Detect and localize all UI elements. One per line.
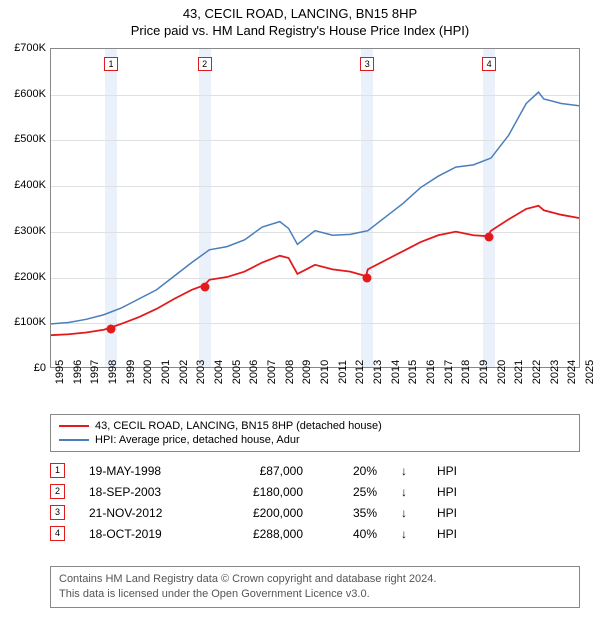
row-price: £180,000 (223, 485, 303, 499)
row-date: 18-OCT-2019 (89, 527, 199, 541)
x-tick-label: 2020 (496, 360, 508, 384)
x-tick-label: 2001 (160, 360, 172, 384)
x-tick-label: 2009 (301, 360, 313, 384)
chart-svg (51, 49, 579, 367)
x-tick-label: 1995 (54, 360, 66, 384)
y-tick-label: £500K (14, 133, 46, 145)
x-tick-label: 1999 (125, 360, 137, 384)
row-number-box: 3 (50, 505, 65, 520)
row-number-box: 4 (50, 526, 65, 541)
x-tick-label: 2017 (443, 360, 455, 384)
row-price: £200,000 (223, 506, 303, 520)
title-block: 43, CECIL ROAD, LANCING, BN15 8HP Price … (0, 0, 600, 40)
title-line-2: Price paid vs. HM Land Registry's House … (0, 23, 600, 40)
down-arrow-icon: ↓ (401, 485, 413, 499)
row-price: £87,000 (223, 464, 303, 478)
y-tick-label: £200K (14, 271, 46, 283)
sales-table: 1 19-MAY-1998 £87,000 20% ↓ HPI 2 18-SEP-2003 £1… (50, 460, 457, 544)
row-date: 19-MAY-1998 (89, 464, 199, 478)
row-price: £288,000 (223, 527, 303, 541)
row-date: 18-SEP-2003 (89, 485, 199, 499)
row-number-box: 1 (50, 463, 65, 478)
down-arrow-icon: ↓ (401, 464, 413, 478)
row-pct: 40% (327, 527, 377, 541)
legend: 43, CECIL ROAD, LANCING, BN15 8HP (detac… (50, 414, 580, 452)
y-tick-label: £400K (14, 179, 46, 191)
x-tick-label: 1998 (107, 360, 119, 384)
chart-container: 43, CECIL ROAD, LANCING, BN15 8HP Price … (0, 0, 600, 620)
x-tick-label: 2011 (337, 360, 349, 384)
row-number-box: 2 (50, 484, 65, 499)
row-pct: 35% (327, 506, 377, 520)
sales-row: 4 18-OCT-2019 £288,000 40% ↓ HPI (50, 523, 457, 544)
x-tick-label: 2021 (513, 360, 525, 384)
x-tick-label: 1997 (89, 360, 101, 384)
series-line (51, 92, 579, 324)
y-tick-label: £600K (14, 88, 46, 100)
row-hpi-label: HPI (437, 527, 457, 541)
down-arrow-icon: ↓ (401, 506, 413, 520)
x-tick-label: 2008 (284, 360, 296, 384)
legend-item: 43, CECIL ROAD, LANCING, BN15 8HP (detac… (59, 419, 571, 433)
x-tick-label: 2013 (372, 360, 384, 384)
legend-label: 43, CECIL ROAD, LANCING, BN15 8HP (detac… (95, 420, 382, 432)
x-tick-label: 2006 (248, 360, 260, 384)
row-pct: 25% (327, 485, 377, 499)
row-pct: 20% (327, 464, 377, 478)
legend-swatch (59, 439, 89, 441)
sales-row: 3 21-NOV-2012 £200,000 35% ↓ HPI (50, 502, 457, 523)
footer-line-1: Contains HM Land Registry data © Crown c… (59, 572, 571, 587)
x-tick-label: 2004 (213, 360, 225, 384)
x-tick-label: 2012 (354, 360, 366, 384)
x-tick-label: 1996 (72, 360, 84, 384)
row-hpi-label: HPI (437, 506, 457, 520)
y-tick-label: £300K (14, 225, 46, 237)
row-hpi-label: HPI (437, 464, 457, 478)
x-tick-label: 2000 (142, 360, 154, 384)
x-tick-label: 2014 (390, 360, 402, 384)
chart-plot-area: 1234 (50, 48, 580, 368)
x-tick-label: 2018 (460, 360, 472, 384)
legend-label: HPI: Average price, detached house, Adur (95, 434, 300, 446)
x-tick-label: 2023 (549, 360, 561, 384)
x-tick-label: 2002 (178, 360, 190, 384)
footer-line-2: This data is licensed under the Open Gov… (59, 587, 571, 602)
x-tick-label: 2022 (531, 360, 543, 384)
x-tick-label: 2024 (566, 360, 578, 384)
x-tick-label: 2007 (266, 360, 278, 384)
x-tick-label: 2005 (231, 360, 243, 384)
row-date: 21-NOV-2012 (89, 506, 199, 520)
row-hpi-label: HPI (437, 485, 457, 499)
legend-swatch (59, 425, 89, 427)
series-line (51, 206, 579, 335)
y-tick-label: £0 (34, 362, 46, 374)
y-tick-label: £700K (14, 42, 46, 54)
footer-attribution: Contains HM Land Registry data © Crown c… (50, 566, 580, 608)
x-tick-label: 2003 (195, 360, 207, 384)
sales-row: 2 18-SEP-2003 £180,000 25% ↓ HPI (50, 481, 457, 502)
down-arrow-icon: ↓ (401, 527, 413, 541)
x-tick-label: 2025 (584, 360, 596, 384)
legend-item: HPI: Average price, detached house, Adur (59, 433, 571, 447)
x-tick-label: 2015 (407, 360, 419, 384)
sales-row: 1 19-MAY-1998 £87,000 20% ↓ HPI (50, 460, 457, 481)
x-tick-label: 2010 (319, 360, 331, 384)
title-line-1: 43, CECIL ROAD, LANCING, BN15 8HP (0, 6, 600, 23)
y-tick-label: £100K (14, 316, 46, 328)
x-tick-label: 2019 (478, 360, 490, 384)
x-tick-label: 2016 (425, 360, 437, 384)
